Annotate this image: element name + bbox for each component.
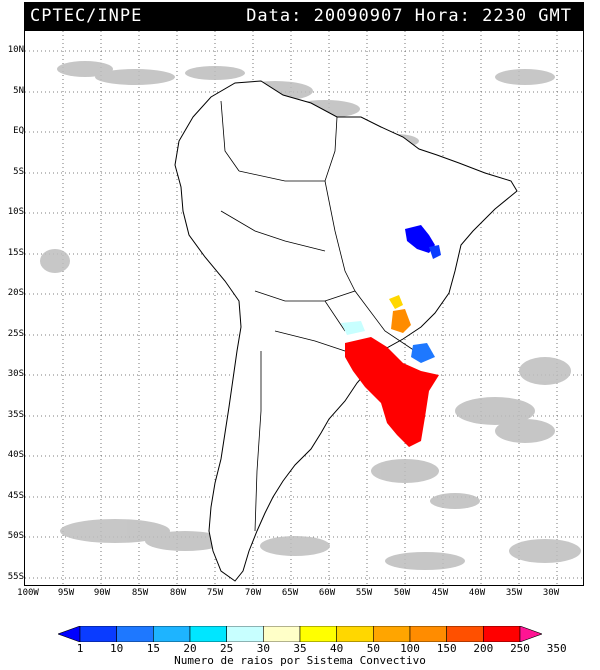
- legend-value-label: 35: [293, 642, 307, 655]
- lat-label: 25S: [7, 329, 24, 339]
- legend-cell: [116, 626, 154, 642]
- system-lightcyan: [341, 321, 365, 335]
- lat-label: 20S: [7, 288, 24, 298]
- system-blue-north: [405, 225, 435, 253]
- legend-cell: [153, 626, 191, 642]
- legend-cell: [483, 626, 521, 642]
- system-blue-north-2: [429, 245, 441, 259]
- lon-label: 90W: [93, 588, 111, 598]
- legend-arrow-right: [519, 626, 542, 642]
- lat-label: 5N: [13, 86, 24, 96]
- lat-label: 40S: [7, 450, 24, 460]
- legend-cells: [58, 626, 542, 642]
- legend-cell: [336, 626, 374, 642]
- title-bar: CPTEC/INPE Data: 20090907 Hora: 2230 GMT: [24, 2, 584, 30]
- legend-value-label: 350: [546, 642, 567, 655]
- legend-colorbar: [58, 626, 542, 642]
- lat-label: 10S: [7, 207, 24, 217]
- lon-label: 100W: [17, 588, 39, 598]
- lon-label: 40W: [468, 588, 486, 598]
- legend-value-label: 30: [256, 642, 270, 655]
- legend-cell: [189, 626, 227, 642]
- convective-systems: [341, 225, 441, 447]
- legend-value-label: 10: [110, 642, 124, 655]
- lat-label: 35S: [7, 410, 24, 420]
- legend-value-label: 20: [183, 642, 197, 655]
- legend-value-label: 25: [220, 642, 234, 655]
- legend-arrow-left: [58, 626, 81, 642]
- lon-label: 60W: [318, 588, 336, 598]
- lat-label: 15S: [7, 248, 24, 258]
- system-orange: [391, 309, 411, 333]
- map-canvas: [25, 31, 583, 585]
- lat-label: 30S: [7, 369, 24, 379]
- legend-value-label: 100: [400, 642, 420, 655]
- legend-cell: [446, 626, 484, 642]
- lon-label: 65W: [281, 588, 299, 598]
- legend-value-label: 15: [146, 642, 160, 655]
- legend-cell: [373, 626, 411, 642]
- lat-label: 10N: [7, 45, 24, 55]
- legend-cell: [263, 626, 301, 642]
- legend-value-label: 40: [330, 642, 344, 655]
- lat-label: 55S: [7, 572, 24, 582]
- lon-label: 95W: [57, 588, 75, 598]
- map-frame: [24, 30, 584, 586]
- legend-cell: [409, 626, 447, 642]
- legend-title: Numero de raios por Sistema Convectivo: [174, 654, 426, 667]
- legend-value-label: 200: [473, 642, 494, 655]
- lon-label: 30W: [542, 588, 560, 598]
- lon-label: 55W: [355, 588, 373, 598]
- legend-value-label: 150: [436, 642, 457, 655]
- legend-cell: [299, 626, 337, 642]
- legend-value-label: 1: [76, 642, 84, 655]
- lat-label: 45S: [7, 491, 24, 501]
- lat-label: 5S: [13, 167, 24, 177]
- datetime-label: Data: 20090907 Hora: 2230 GMT: [246, 6, 572, 26]
- lon-label: 50W: [393, 588, 411, 598]
- system-yellow: [389, 295, 403, 309]
- system-red-main: [345, 337, 439, 447]
- lon-label: 75W: [206, 588, 224, 598]
- lat-label: EQ: [13, 126, 24, 136]
- lon-label: 80W: [169, 588, 187, 598]
- lon-label: 45W: [431, 588, 449, 598]
- lon-label: 35W: [505, 588, 523, 598]
- cloud-cover: [40, 61, 581, 570]
- lat-label: 50S: [7, 531, 24, 541]
- system-blue-south: [411, 343, 435, 363]
- legend-value-label: 250: [510, 642, 530, 655]
- legend-cell: [226, 626, 264, 642]
- lon-label: 70W: [244, 588, 262, 598]
- legend-value-label: 50: [366, 642, 380, 655]
- source-label: CPTEC/INPE: [30, 6, 143, 26]
- legend-cell: [79, 626, 117, 642]
- lon-label: 85W: [131, 588, 149, 598]
